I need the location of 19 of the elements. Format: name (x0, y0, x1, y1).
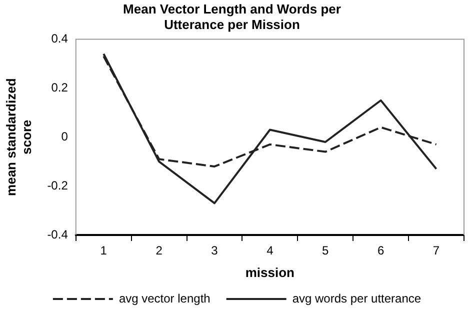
text: mean standardized (3, 78, 18, 196)
text: score (18, 120, 34, 154)
x-tick-label: 3 (211, 244, 218, 258)
y-tick-label: 0.2 (51, 80, 68, 94)
legend-label: avg vector length (118, 291, 210, 306)
text: Mean Vector Length and Words per (123, 1, 341, 16)
x-tick-label: 4 (266, 244, 274, 258)
y-tick-label: -0.4 (47, 227, 68, 242)
y-tick-label: 0.4 (51, 32, 68, 46)
x-tick-label: 5 (322, 244, 330, 258)
x-tick-label: 6 (377, 244, 384, 258)
x-tick-label: 7 (432, 244, 440, 258)
x-axis-title: mission (245, 264, 295, 280)
y-tick-label: -0.2 (47, 178, 68, 192)
x-tick-label: 1 (100, 244, 108, 258)
legend-label: avg words per utterance (292, 291, 422, 306)
text: Utterance per Mission (164, 16, 300, 32)
y-tick-label: 0 (61, 129, 68, 144)
x-tick-label: 2 (156, 244, 163, 258)
